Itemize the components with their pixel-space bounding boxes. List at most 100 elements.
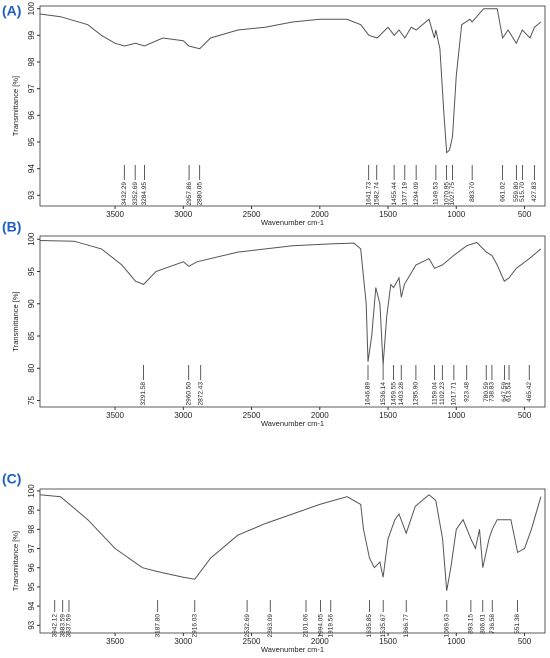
peak-label: 893.15 (468, 614, 475, 634)
y-tick-label: 94 (27, 164, 36, 173)
peak-label: 3284.95 (141, 182, 148, 206)
peak-label: 1582.74 (373, 182, 380, 206)
peak-label: 465.42 (526, 382, 533, 402)
x-tick-label: 1000 (447, 210, 465, 219)
peak-label: 1027.75 (449, 182, 456, 206)
y-tick-label: 95 (27, 582, 36, 591)
y-tick-label: 96 (27, 563, 36, 572)
peak-label: 1403.28 (398, 382, 405, 406)
peak-label: 647.59 (501, 382, 508, 402)
x-tick-label: 3000 (174, 637, 192, 646)
y-tick-label: 99 (27, 505, 36, 514)
x-tick-label: 3000 (174, 210, 192, 219)
x-tick-label: 2500 (243, 637, 261, 646)
peak-label: 1366.77 (403, 614, 410, 638)
peak-label: 1149.53 (433, 182, 440, 205)
x-tick-label: 3500 (106, 637, 124, 646)
x-tick-label: 2000 (311, 411, 329, 420)
y-tick-label: 94 (27, 601, 36, 610)
peak-label: 559.80 (513, 182, 520, 202)
peak-label: 3432.29 (121, 182, 128, 206)
panel-label: (B) (2, 219, 21, 235)
peak-label: 1641.73 (365, 182, 372, 206)
peak-label: 1017.71 (451, 382, 458, 406)
peak-label: 1102.23 (439, 382, 446, 405)
peak-label: 3883.59 (59, 614, 66, 638)
peak-label: 3291.58 (140, 382, 147, 406)
x-tick-label: 3000 (174, 411, 192, 420)
peak-label: 1377.19 (402, 182, 409, 206)
peak-label: 923.48 (463, 382, 470, 402)
y-tick-label: 95 (27, 137, 36, 146)
x-tick-label: 500 (518, 411, 532, 420)
y-tick-label: 80 (27, 363, 36, 372)
peak-label: 613.54 (506, 382, 513, 402)
plot-frame (39, 235, 546, 408)
spectrum-line (39, 240, 542, 366)
y-tick-label: 85 (27, 331, 36, 340)
peak-label: 427.83 (531, 182, 538, 202)
x-tick-label: 1000 (447, 637, 465, 646)
plot-frame (39, 5, 546, 207)
peak-label: 1994.05 (317, 614, 324, 638)
peak-label: 2916.03 (191, 614, 198, 638)
spectrum-line (39, 494, 542, 591)
x-tick-label: 2500 (243, 210, 261, 219)
peak-label: 1159.04 (431, 382, 438, 405)
y-axis-label: Transmittance [%] (11, 531, 20, 591)
peak-label: 1294.09 (413, 182, 420, 206)
x-tick-label: 1500 (379, 411, 397, 420)
x-tick-label: 2000 (311, 210, 329, 219)
y-tick-label: 100 (27, 1, 36, 15)
peak-label: 780.59 (483, 382, 490, 402)
x-axis-label: Wavenumber cm-1 (261, 645, 324, 654)
peak-label: 2957.86 (186, 182, 193, 206)
x-axis-label: Wavenumber cm-1 (261, 218, 324, 227)
peak-label: 1919.56 (327, 614, 334, 638)
y-tick-label: 100 (27, 484, 36, 498)
peak-label: 661.02 (499, 182, 506, 202)
peak-label: 1295.90 (413, 382, 420, 406)
peak-label: 1635.85 (366, 614, 373, 638)
x-tick-label: 2500 (243, 411, 261, 420)
peak-label: 1070.95 (443, 182, 450, 206)
x-tick-label: 2000 (311, 637, 329, 646)
y-tick-label: 96 (27, 110, 36, 119)
peak-label: 806.01 (479, 614, 486, 634)
peak-label: 2532.69 (244, 614, 251, 638)
x-tick-label: 3500 (106, 411, 124, 420)
y-tick-label: 97 (27, 544, 36, 553)
y-tick-label: 100 (27, 232, 36, 246)
peak-label: 3352.69 (132, 182, 139, 206)
y-tick-label: 97 (27, 84, 36, 93)
peak-label: 1535.67 (380, 614, 387, 638)
peak-label: 3187.80 (154, 614, 161, 638)
peak-label: 1459.55 (390, 382, 397, 406)
x-tick-label: 500 (518, 637, 532, 646)
y-tick-label: 90 (27, 299, 36, 308)
y-axis-label: Transmittance [%] (11, 291, 20, 351)
spectrum-line (39, 8, 542, 154)
panel-label: (A) (2, 3, 21, 19)
peak-label: 883.70 (469, 182, 476, 202)
y-tick-label: 75 (27, 396, 36, 405)
peak-label: 1069.63 (443, 614, 450, 638)
peak-label: 2872.43 (197, 382, 204, 406)
peak-label: 1536.14 (380, 382, 387, 406)
peak-label: 2363.09 (267, 614, 274, 638)
y-tick-label: 93 (27, 620, 36, 629)
peak-label: 736.58 (489, 614, 496, 634)
peak-label: 515.70 (519, 182, 526, 202)
peak-label: 738.83 (489, 382, 496, 402)
peak-label: 551.38 (514, 614, 521, 634)
y-tick-label: 99 (27, 30, 36, 39)
peak-label: 2880.05 (196, 182, 203, 206)
peak-label: 3942.12 (51, 614, 58, 638)
y-tick-label: 95 (27, 266, 36, 275)
peak-label: 1646.89 (365, 382, 372, 406)
x-tick-label: 1500 (379, 210, 397, 219)
peak-label: 1455.44 (391, 182, 398, 206)
x-tick-label: 1500 (379, 637, 397, 646)
y-tick-label: 98 (27, 57, 36, 66)
